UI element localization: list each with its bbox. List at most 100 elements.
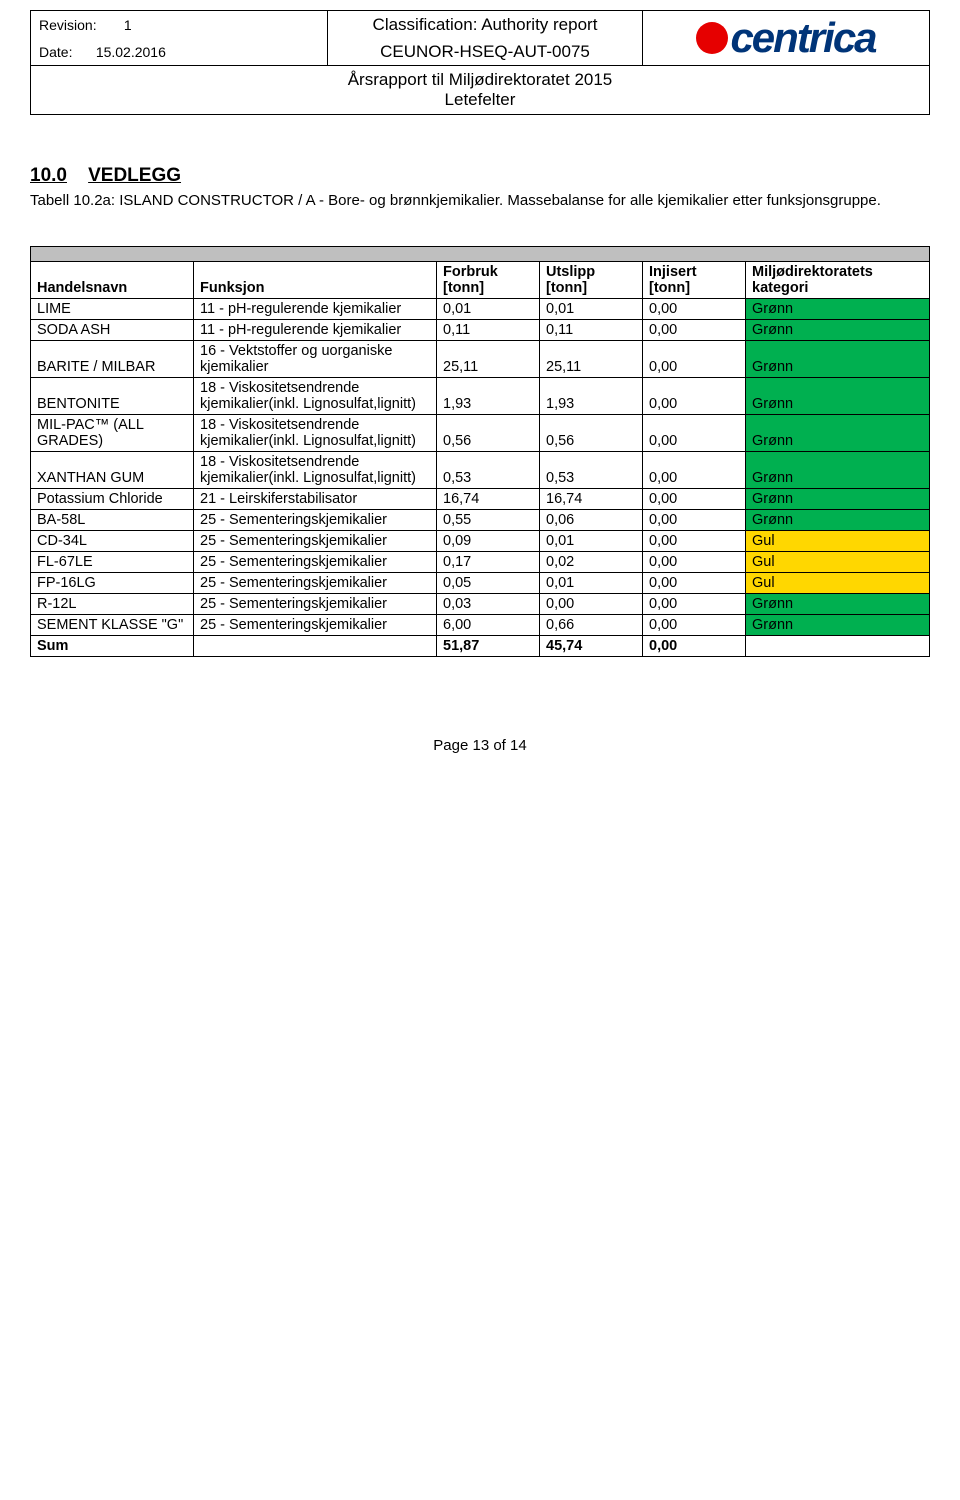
cell-forbruk: 0,55 <box>437 509 540 530</box>
cell-category: Grønn <box>746 340 930 377</box>
cell-utslipp: 1,93 <box>540 377 643 414</box>
cell-func: 11 - pH-regulerende kjemikalier <box>194 319 437 340</box>
cell-utslipp: 0,00 <box>540 593 643 614</box>
cell-name: R-12L <box>31 593 194 614</box>
cell-forbruk: 0,01 <box>437 298 540 319</box>
table-row: FL-67LE25 - Sementeringskjemikalier0,170… <box>31 551 930 572</box>
classification: Classification: Authority report <box>328 11 643 39</box>
cell-name: FP-16LG <box>31 572 194 593</box>
cell-func: 18 - Viskositetsendrende kjemikalier(ink… <box>194 377 437 414</box>
cell-utslipp: 0,11 <box>540 319 643 340</box>
table-row: R-12L25 - Sementeringskjemikalier0,030,0… <box>31 593 930 614</box>
cell-injisert: 0,00 <box>643 551 746 572</box>
cell-func: 25 - Sementeringskjemikalier <box>194 509 437 530</box>
table-row: BENTONITE18 - Viskositetsendrende kjemik… <box>31 377 930 414</box>
cell-category: Grønn <box>746 509 930 530</box>
cell-category: Grønn <box>746 377 930 414</box>
cell-forbruk: 0,56 <box>437 414 540 451</box>
cell-func: 21 - Leirskiferstabilisator <box>194 488 437 509</box>
sum-forbruk: 51,87 <box>437 635 540 656</box>
cell-name: SODA ASH <box>31 319 194 340</box>
sum-utslipp: 45,74 <box>540 635 643 656</box>
cell-injisert: 0,00 <box>643 377 746 414</box>
cell-name: BENTONITE <box>31 377 194 414</box>
table-row: MIL-PAC™ (ALL GRADES)18 - Viskositetsend… <box>31 414 930 451</box>
table-row: SEMENT KLASSE "G"25 - Sementeringskjemik… <box>31 614 930 635</box>
cell-func: 11 - pH-regulerende kjemikalier <box>194 298 437 319</box>
cell-utslipp: 0,53 <box>540 451 643 488</box>
cell-category: Gul <box>746 572 930 593</box>
cell-category: Gul <box>746 551 930 572</box>
col-kategori: Miljødirektoratets kategori <box>746 261 930 298</box>
cell-forbruk: 0,05 <box>437 572 540 593</box>
cell-utslipp: 25,11 <box>540 340 643 377</box>
col-handelsnavn: Handelsnavn <box>31 261 194 298</box>
table-row: SODA ASH11 - pH-regulerende kjemikalier0… <box>31 319 930 340</box>
cell-name: LIME <box>31 298 194 319</box>
cell-category: Grønn <box>746 298 930 319</box>
centrica-logo: centrica <box>696 14 875 61</box>
cell-category: Grønn <box>746 451 930 488</box>
table-row: LIME11 - pH-regulerende kjemikalier0,010… <box>31 298 930 319</box>
table-row: Potassium Chloride21 - Leirskiferstabili… <box>31 488 930 509</box>
cell-name: BARITE / MILBAR <box>31 340 194 377</box>
cell-injisert: 0,00 <box>643 298 746 319</box>
cell-injisert: 0,00 <box>643 414 746 451</box>
title-line-2: Letefelter <box>35 90 925 110</box>
cell-func: 25 - Sementeringskjemikalier <box>194 593 437 614</box>
section-number: 10.0 <box>30 165 67 186</box>
cell-utslipp: 0,01 <box>540 530 643 551</box>
cell-name: FL-67LE <box>31 551 194 572</box>
table-row: BARITE / MILBAR16 - Vektstoffer og uorga… <box>31 340 930 377</box>
cell-func: 25 - Sementeringskjemikalier <box>194 572 437 593</box>
cell-injisert: 0,00 <box>643 572 746 593</box>
cell-utslipp: 0,01 <box>540 298 643 319</box>
title-line-1: Årsrapport til Miljødirektoratet 2015 <box>35 70 925 90</box>
cell-injisert: 0,00 <box>643 593 746 614</box>
doc-code: CEUNOR-HSEQ-AUT-0075 <box>328 38 643 66</box>
col-funksjon: Funksjon <box>194 261 437 298</box>
table-row: XANTHAN GUM18 - Viskositetsendrende kjem… <box>31 451 930 488</box>
cell-forbruk: 6,00 <box>437 614 540 635</box>
cell-forbruk: 0,03 <box>437 593 540 614</box>
cell-injisert: 0,00 <box>643 509 746 530</box>
cell-category: Grønn <box>746 614 930 635</box>
cell-injisert: 0,00 <box>643 451 746 488</box>
section-title: VEDLEGG <box>88 165 181 186</box>
cell-forbruk: 16,74 <box>437 488 540 509</box>
cell-name: SEMENT KLASSE "G" <box>31 614 194 635</box>
revision-value: 1 <box>124 17 132 33</box>
cell-forbruk: 0,11 <box>437 319 540 340</box>
cell-utslipp: 0,66 <box>540 614 643 635</box>
document-header: Revision: 1 Classification: Authority re… <box>30 10 930 115</box>
date-value: 15.02.2016 <box>96 44 166 60</box>
date-label: Date: <box>39 44 72 60</box>
cell-name: Potassium Chloride <box>31 488 194 509</box>
cell-utslipp: 0,02 <box>540 551 643 572</box>
sum-label: Sum <box>31 635 194 656</box>
chemicals-table: Handelsnavn Funksjon Forbruk [tonn] Utsl… <box>30 246 930 657</box>
cell-func: 18 - Viskositetsendrende kjemikalier(ink… <box>194 414 437 451</box>
cell-utslipp: 0,56 <box>540 414 643 451</box>
cell-category: Grønn <box>746 414 930 451</box>
cell-forbruk: 0,17 <box>437 551 540 572</box>
cell-func: 25 - Sementeringskjemikalier <box>194 614 437 635</box>
revision-label: Revision: <box>39 17 97 33</box>
table-row: BA-58L25 - Sementeringskjemikalier0,550,… <box>31 509 930 530</box>
cell-utslipp: 0,01 <box>540 572 643 593</box>
cell-utslipp: 16,74 <box>540 488 643 509</box>
table-row: CD-34L25 - Sementeringskjemikalier0,090,… <box>31 530 930 551</box>
sum-injisert: 0,00 <box>643 635 746 656</box>
cell-injisert: 0,00 <box>643 340 746 377</box>
cell-forbruk: 0,53 <box>437 451 540 488</box>
page-footer: Page 13 of 14 <box>30 737 930 754</box>
cell-category: Gul <box>746 530 930 551</box>
cell-func: 25 - Sementeringskjemikalier <box>194 530 437 551</box>
cell-category: Grønn <box>746 593 930 614</box>
col-injisert: Injisert [tonn] <box>643 261 746 298</box>
cell-name: MIL-PAC™ (ALL GRADES) <box>31 414 194 451</box>
cell-forbruk: 25,11 <box>437 340 540 377</box>
cell-name: XANTHAN GUM <box>31 451 194 488</box>
cell-category: Grønn <box>746 488 930 509</box>
cell-utslipp: 0,06 <box>540 509 643 530</box>
